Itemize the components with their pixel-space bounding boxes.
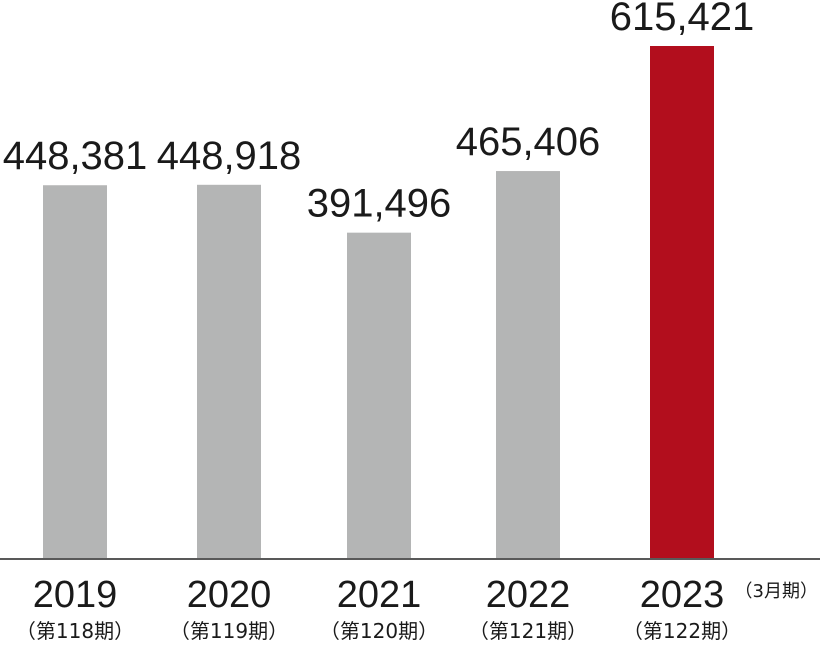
bars-layer [43,46,714,560]
value-label-2020: 448,918 [157,134,302,178]
x-tick-label-2022: 2022 [486,574,571,616]
bar-2019 [43,185,107,560]
period-label-2023: （第122期） [623,619,741,643]
period-label-2020: （第119期） [170,619,288,643]
period-label-2019: （第118期） [16,619,134,643]
period-label-2021: （第120期） [320,619,438,643]
value-label-2019: 448,381 [3,134,148,178]
x-tick-label-2023: 2023 [640,574,725,616]
period-label-2022: （第121期） [469,619,587,643]
value-label-2021: 391,496 [307,182,452,226]
bar-2021 [347,232,411,559]
value-label-2023: 615,421 [610,0,755,39]
labels-layer: 448,381 2019 （第118期） 448,918 2020 （第119期） 391,… [3,0,755,643]
x-tick-label-2020: 2020 [187,574,272,616]
x-tick-label-2021: 2021 [337,574,422,616]
x-tick-label-2019: 2019 [33,574,118,616]
unit-note: （3月期） [735,581,818,602]
bar-2023 [650,46,714,559]
bar-2020 [197,184,261,560]
bar-2022 [496,171,560,559]
value-label-2022: 465,406 [456,120,601,164]
